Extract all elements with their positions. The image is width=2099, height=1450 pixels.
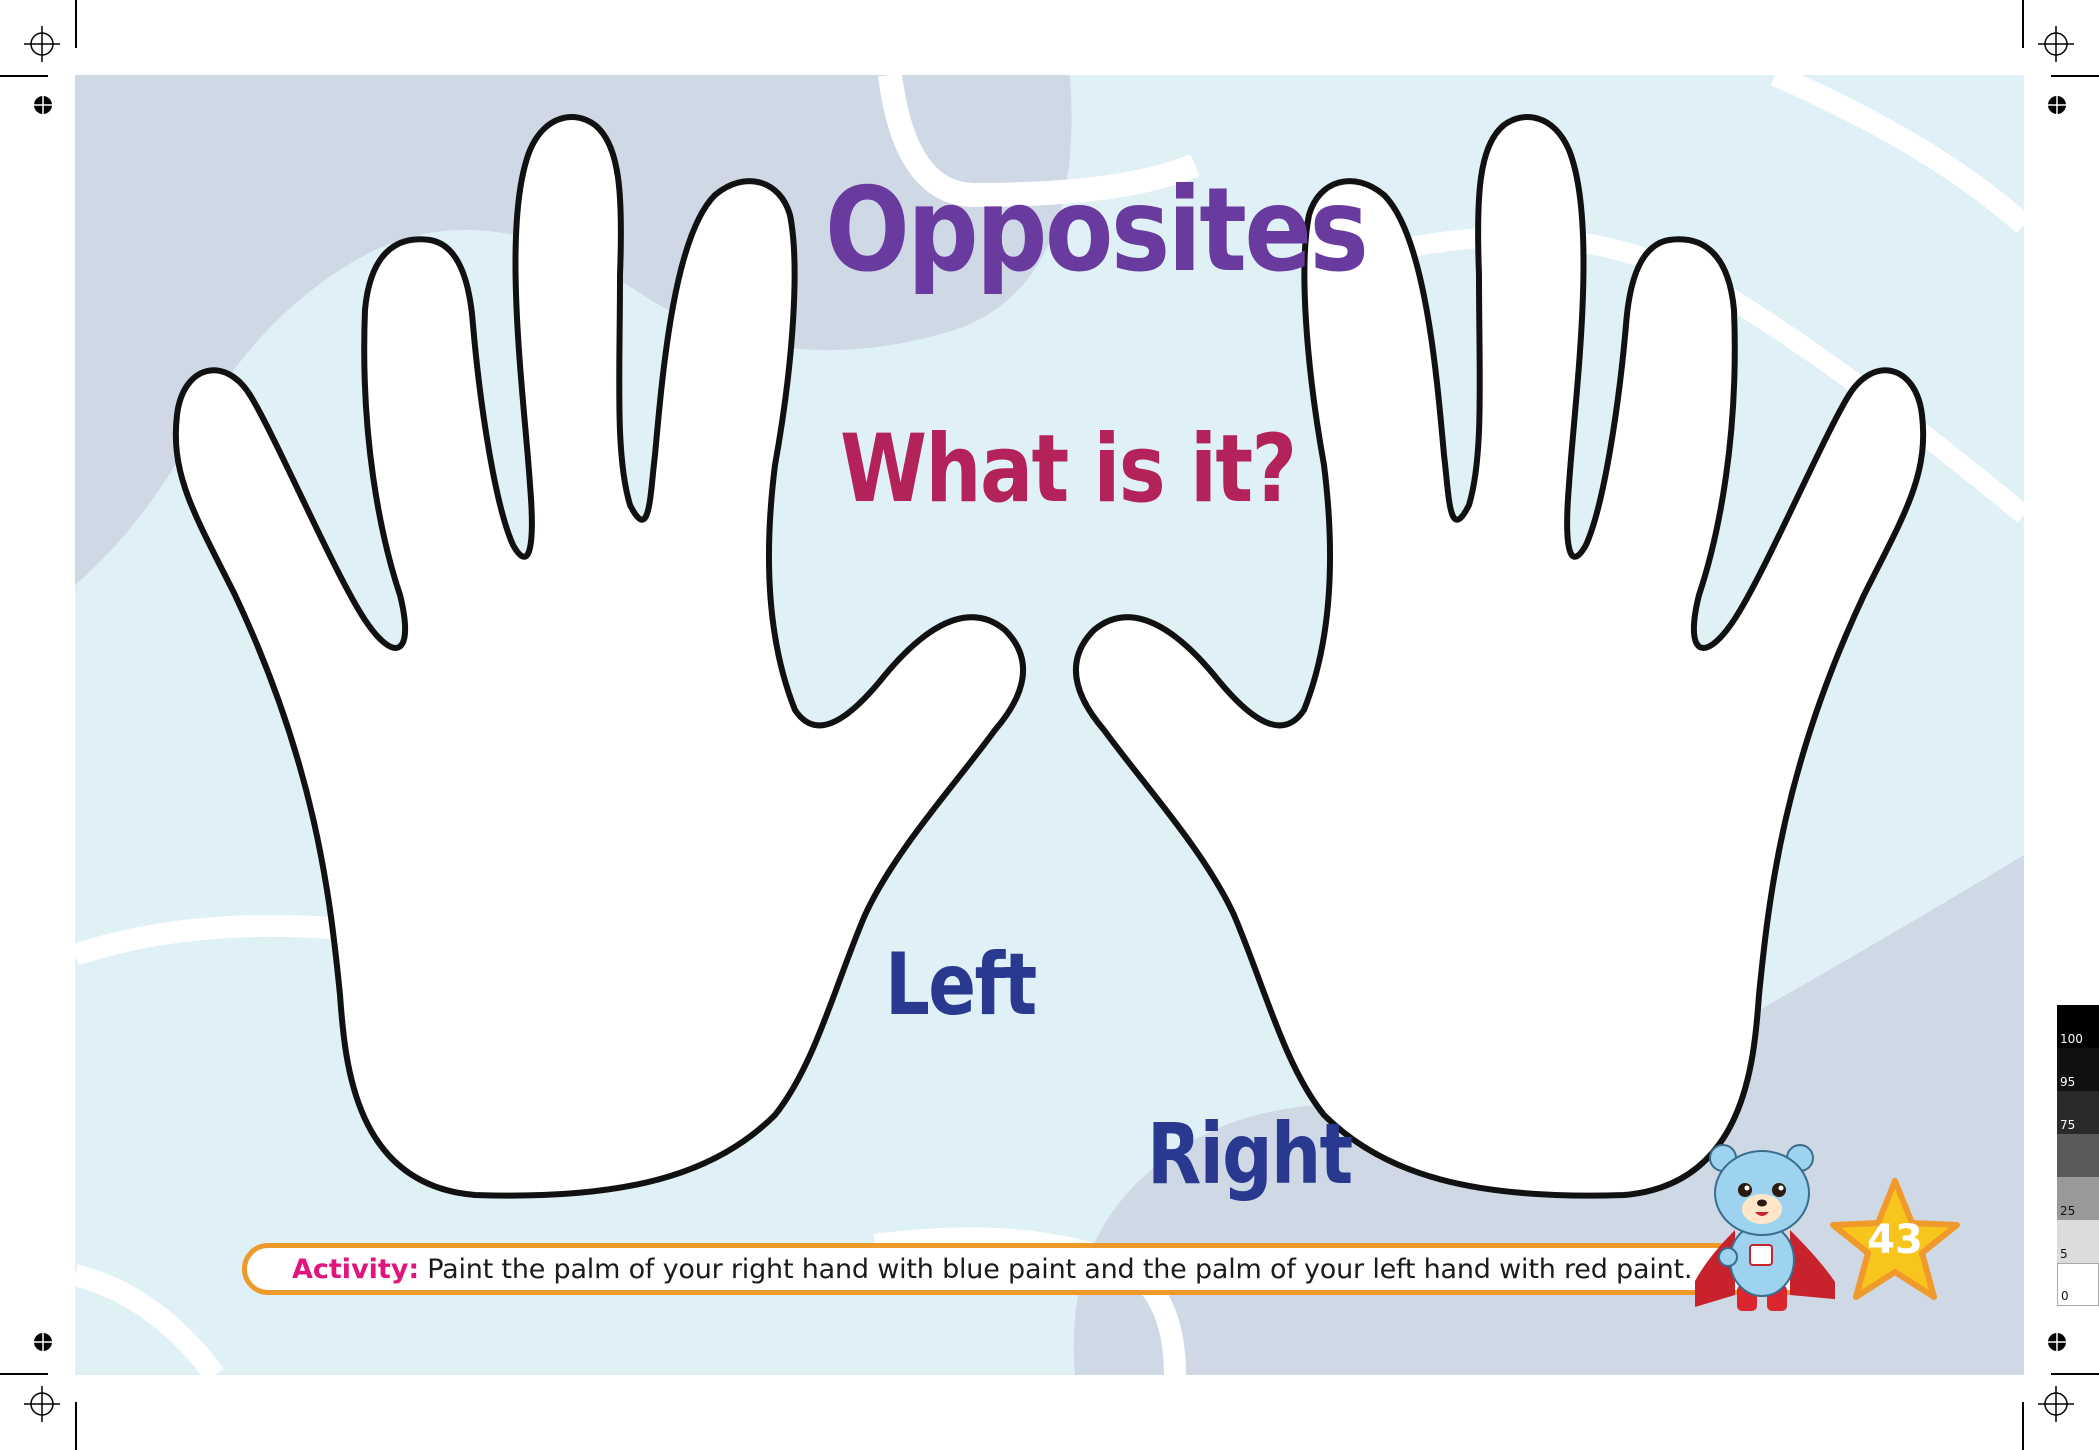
background-swirl bbox=[878, 75, 1200, 208]
crosshair-registration-icon bbox=[24, 1386, 60, 1422]
tone-scale-label: 50 bbox=[2060, 1161, 2076, 1175]
target-registration-icon bbox=[33, 1332, 53, 1352]
activity-instruction: Activity: Paint the palm of your right h… bbox=[242, 1243, 1815, 1295]
tone-scale-cell: 0 bbox=[2057, 1263, 2099, 1306]
star-icon bbox=[1830, 1178, 1960, 1300]
tone-scale-label: 5 bbox=[2060, 1247, 2068, 1261]
tone-scale-label: 0 bbox=[2061, 1289, 2069, 1303]
background-blob bbox=[75, 75, 1072, 585]
right-hand-outline bbox=[1072, 114, 1927, 1199]
crop-mark bbox=[0, 75, 48, 77]
tone-scale-cell: 75 bbox=[2057, 1091, 2099, 1134]
target-registration-icon bbox=[33, 95, 53, 115]
background-swirl bbox=[1770, 75, 2024, 234]
crop-mark bbox=[75, 1402, 77, 1450]
background-swirl bbox=[75, 1264, 224, 1375]
target-registration-icon bbox=[2047, 95, 2067, 115]
right-label: Right bbox=[1147, 1105, 1353, 1203]
tone-scale-label: 75 bbox=[2060, 1118, 2076, 1132]
tone-scale-cell: 25 bbox=[2057, 1177, 2099, 1220]
crosshair-registration-icon bbox=[24, 26, 60, 62]
crop-mark bbox=[2022, 0, 2024, 48]
crosshair-registration-icon bbox=[2038, 1386, 2074, 1422]
activity-text: Paint the palm of your right hand with b… bbox=[427, 1253, 1693, 1285]
tone-scale-label: 100 bbox=[2060, 1032, 2083, 1046]
crosshair-registration-icon bbox=[2038, 26, 2074, 62]
crop-mark bbox=[2051, 1373, 2099, 1375]
tone-scale-cell: 50 bbox=[2057, 1134, 2099, 1177]
crop-mark bbox=[2022, 1402, 2024, 1450]
tone-scale-cell: 5 bbox=[2057, 1220, 2099, 1263]
tone-scale: 100 95 75 50 25 5 0 bbox=[2057, 1005, 2099, 1306]
target-registration-icon bbox=[2047, 1332, 2067, 1352]
activity-label: Activity: bbox=[292, 1253, 420, 1285]
page-number: 43 bbox=[1867, 1217, 1923, 1263]
page-number-badge: 43 bbox=[1825, 1175, 1965, 1310]
crop-mark bbox=[0, 1373, 48, 1375]
bear-superhero-mascot bbox=[1695, 1144, 1835, 1311]
tone-scale-label: 95 bbox=[2060, 1075, 2076, 1089]
left-hand-outline bbox=[172, 114, 1027, 1199]
crop-mark bbox=[75, 0, 77, 48]
page-title: Opposites bbox=[825, 163, 1369, 298]
tone-scale-label: 25 bbox=[2060, 1204, 2076, 1218]
tone-scale-cell: 100 bbox=[2057, 1005, 2099, 1048]
question-heading: What is it? bbox=[840, 415, 1297, 524]
crop-mark bbox=[2051, 75, 2099, 77]
worksheet-page: Opposites What is it? Left Right Activit… bbox=[75, 75, 2024, 1375]
left-label: Left bbox=[885, 935, 1037, 1035]
tone-scale-cell: 95 bbox=[2057, 1048, 2099, 1091]
